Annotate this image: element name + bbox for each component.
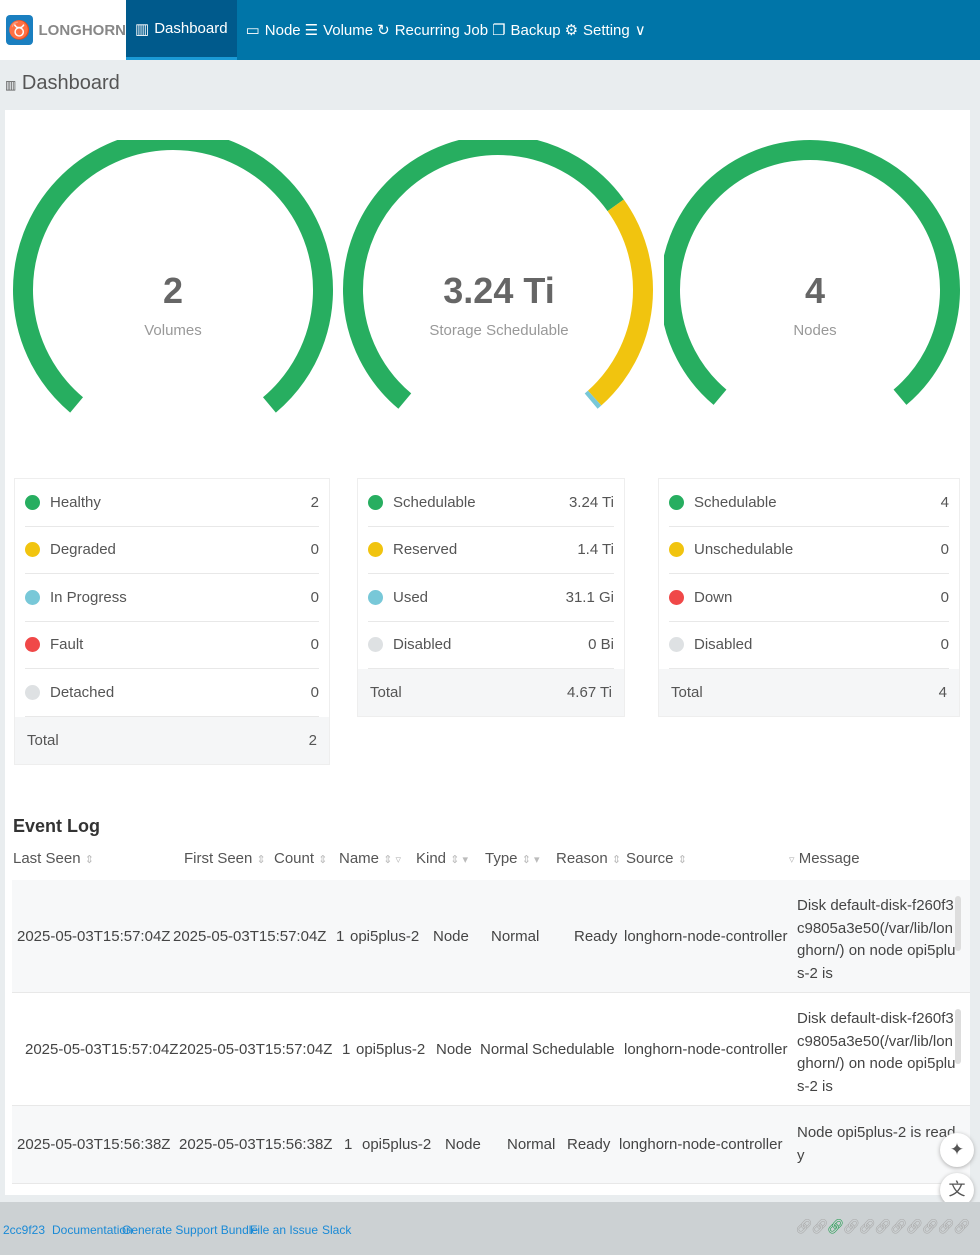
laptop-icon: ▭ bbox=[245, 22, 260, 39]
nav-backup[interactable]: ❐ Backup bbox=[492, 21, 561, 40]
legend-item[interactable]: Fault 0 bbox=[25, 622, 319, 669]
page-title: ▥ Dashboard bbox=[5, 72, 120, 94]
bar-chart-icon: ▥ bbox=[5, 78, 17, 92]
message-scrollbar[interactable] bbox=[955, 896, 961, 951]
legend-total: Total 4.67 Ti bbox=[358, 669, 624, 716]
table-row[interactable]: 2025-05-03T15:57:04Z 2025-05-03T15:57:04Z… bbox=[12, 880, 970, 993]
status-dot-icon bbox=[368, 637, 383, 653]
footer: 2cc9f23 Documentation Generate Support B… bbox=[0, 1202, 980, 1255]
status-dot-icon bbox=[669, 589, 684, 605]
logo[interactable]: ♉ LONGHORN bbox=[0, 0, 126, 60]
healthy-arc bbox=[13, 130, 333, 413]
schedulable-arc bbox=[660, 140, 960, 405]
column-header[interactable]: Type ⇕ ▾ bbox=[485, 850, 540, 867]
legend-item[interactable]: Detached 0 bbox=[25, 669, 319, 717]
nav-node[interactable]: ▭ Node bbox=[245, 21, 301, 40]
nodes-legend: Schedulable 4 Unschedulable 0 Down 0 Disabled 0… bbox=[658, 478, 960, 717]
sort-icon[interactable]: ⇕ ▾ bbox=[521, 854, 540, 866]
column-header[interactable]: Last Seen ⇕ bbox=[13, 850, 94, 867]
event-log-title: Event Log bbox=[13, 816, 101, 836]
reserved-arc bbox=[587, 199, 653, 406]
legend-item[interactable]: Down 0 bbox=[669, 574, 949, 622]
top-nav: ♉ LONGHORN ▥ Dashboard ▭ Node ☰ Volume ↻ Recu… bbox=[0, 0, 980, 60]
column-header[interactable]: Source ⇕ bbox=[626, 850, 687, 867]
refresh-icon: ↻ bbox=[377, 22, 390, 39]
slack-link[interactable]: Slack bbox=[322, 1223, 352, 1237]
schedulable-arc bbox=[343, 135, 624, 409]
nav-setting[interactable]: ⚙ Setting ∨ bbox=[564, 21, 646, 40]
column-header[interactable]: ▿ Message bbox=[789, 850, 860, 867]
database-icon: ☰ bbox=[304, 22, 319, 39]
legend-item[interactable]: Schedulable 3.24 Ti bbox=[368, 479, 614, 527]
volumes-gauge[interactable]: 2 Volumes bbox=[12, 130, 334, 430]
legend-item[interactable]: Unschedulable 0 bbox=[669, 527, 949, 574]
table-row[interactable]: 2025-05-03T15:57:04Z 2025-05-03T15:57:04Z… bbox=[12, 993, 970, 1106]
used-arc bbox=[584, 390, 602, 409]
legend-item[interactable]: Disabled 0 bbox=[669, 622, 949, 669]
version-link[interactable]: 2cc9f23 bbox=[3, 1223, 46, 1237]
legend-total: Total 2 bbox=[15, 716, 329, 764]
nav-dashboard[interactable]: ▥ Dashboard bbox=[126, 0, 237, 60]
storage-legend: Schedulable 3.24 Ti Reserved 1.4 Ti Used 31.1… bbox=[357, 478, 625, 717]
status-dot-icon bbox=[368, 589, 383, 605]
nav-volume[interactable]: ☰ Volume bbox=[304, 21, 374, 40]
nodes-gauge-arc bbox=[660, 140, 960, 405]
sort-icon[interactable]: ⇕ bbox=[256, 854, 266, 866]
column-header[interactable]: Reason ⇕ bbox=[556, 850, 622, 867]
filter-icon: ▿ bbox=[789, 854, 795, 866]
status-dot-icon bbox=[25, 684, 40, 700]
sort-icon[interactable]: ⇕ bbox=[677, 854, 687, 866]
legend-item[interactable]: Degraded 0 bbox=[25, 527, 319, 574]
sort-icon[interactable]: ⇕ bbox=[318, 854, 328, 866]
column-header[interactable]: First Seen ⇕ bbox=[184, 850, 266, 867]
volumes-gauge-arc bbox=[13, 130, 333, 413]
storage-gauge[interactable]: 3.24 Ti Storage Schedulable bbox=[343, 135, 655, 430]
column-header[interactable]: Count ⇕ bbox=[274, 850, 328, 867]
gear-icon: ⚙ bbox=[564, 22, 579, 39]
link-status-icons: 🔗︎🔗︎🔗︎🔗︎🔗︎🔗︎🔗︎🔗︎🔗︎🔗︎🔗︎ bbox=[795, 1218, 971, 1234]
support-bundle-link[interactable]: Generate Support Bundle bbox=[122, 1223, 259, 1237]
status-dot-icon bbox=[25, 542, 40, 558]
file-issue-link[interactable]: File an Issue bbox=[250, 1223, 319, 1237]
legend-total: Total 4 bbox=[659, 669, 959, 716]
legend-item[interactable]: Used 31.1 Gi bbox=[368, 574, 614, 622]
message-scrollbar[interactable] bbox=[955, 1009, 961, 1064]
table-row[interactable]: 2025-05-03T15:56:38Z 2025-05-03T15:56:38Z… bbox=[12, 1106, 970, 1184]
volumes-legend: Healthy 2 Degraded 0 In Progress 0 Fault 0 Detac… bbox=[14, 478, 330, 765]
legend-item[interactable]: Healthy 2 bbox=[25, 479, 319, 527]
status-dot-icon bbox=[669, 542, 684, 558]
bar-chart-icon: ▥ bbox=[135, 20, 150, 38]
legend-item[interactable]: Disabled 0 Bi bbox=[368, 622, 614, 669]
status-dot-icon bbox=[25, 637, 40, 653]
documentation-link[interactable]: Documentation bbox=[52, 1223, 133, 1237]
storage-gauge-arc bbox=[343, 135, 653, 409]
chevron-down-icon: ∨ bbox=[634, 22, 646, 39]
sort-icon[interactable]: ⇕ ▿ bbox=[383, 854, 401, 866]
status-dot-icon bbox=[368, 542, 383, 558]
longhorn-logo-icon: ♉ bbox=[6, 15, 33, 45]
column-header[interactable]: Name ⇕ ▿ bbox=[339, 850, 401, 867]
sparkle-icon: ✦ bbox=[949, 1140, 965, 1159]
nav-recurring-job[interactable]: ↻ Recurring Job bbox=[377, 21, 489, 40]
copy-icon: ❐ bbox=[492, 22, 506, 39]
legend-item[interactable]: Schedulable 4 bbox=[669, 479, 949, 527]
sort-icon[interactable]: ⇕ bbox=[611, 854, 622, 866]
sparkle-button[interactable]: ✦ bbox=[940, 1133, 974, 1167]
translate-icon: 文 bbox=[948, 1180, 966, 1199]
translate-button[interactable]: 文 bbox=[940, 1173, 974, 1207]
legend-item[interactable]: Reserved 1.4 Ti bbox=[368, 527, 614, 574]
status-dot-icon bbox=[669, 637, 684, 653]
status-dot-icon bbox=[25, 589, 40, 605]
status-dot-icon bbox=[669, 494, 684, 510]
status-dot-icon bbox=[368, 494, 383, 510]
legend-item[interactable]: In Progress 0 bbox=[25, 574, 319, 622]
nodes-gauge[interactable]: 4 Nodes bbox=[660, 140, 966, 430]
sort-icon[interactable]: ⇕ bbox=[84, 854, 94, 866]
sort-icon[interactable]: ⇕ ▾ bbox=[450, 854, 468, 866]
status-dot-icon bbox=[25, 494, 40, 510]
column-header[interactable]: Kind ⇕ ▾ bbox=[416, 850, 468, 867]
